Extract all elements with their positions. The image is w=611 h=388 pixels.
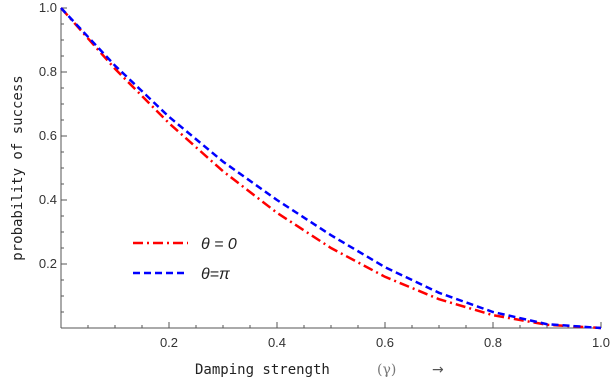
series-line-1 [60,7,602,330]
legend-item-series-1: θ=π [133,266,230,283]
legend-label: θ = 0 [201,236,237,253]
x-axis-arrow: → [432,362,444,378]
y-axis-label: probability of success [10,75,26,260]
plot-area: 0.2 0.4 0.6 0.8 1.0 0.2 0.4 0.6 0.8 1.0 [39,0,610,350]
x-tick-label: 0.2 [160,335,178,350]
x-axis-label: Damping strength [195,362,330,378]
legend: θ = 0 θ=π [133,236,237,283]
y-tick-label: 0.8 [39,64,57,79]
legend-item-series-0: θ = 0 [133,236,237,253]
series-line-0 [60,7,602,330]
x-tick-label: 0.8 [484,335,502,350]
legend-label: θ=π [201,266,230,283]
y-axis-ticks: 0.2 0.4 0.6 0.8 1.0 [39,0,67,313]
y-tick-label: 0.2 [39,256,57,271]
x-axis-symbol: (γ) [377,362,396,378]
y-tick-label: 0.4 [39,192,57,207]
x-tick-label: 1.0 [592,335,610,350]
x-axis-title: Damping strength (γ) → [195,362,444,378]
y-tick-label: 1.0 [39,0,57,15]
x-tick-label: 0.6 [376,335,394,350]
x-tick-label: 0.4 [268,335,286,350]
y-tick-label: 0.6 [39,128,57,143]
series-layer [60,7,602,330]
x-axis-ticks: 0.2 0.4 0.6 0.8 1.0 [87,322,610,350]
